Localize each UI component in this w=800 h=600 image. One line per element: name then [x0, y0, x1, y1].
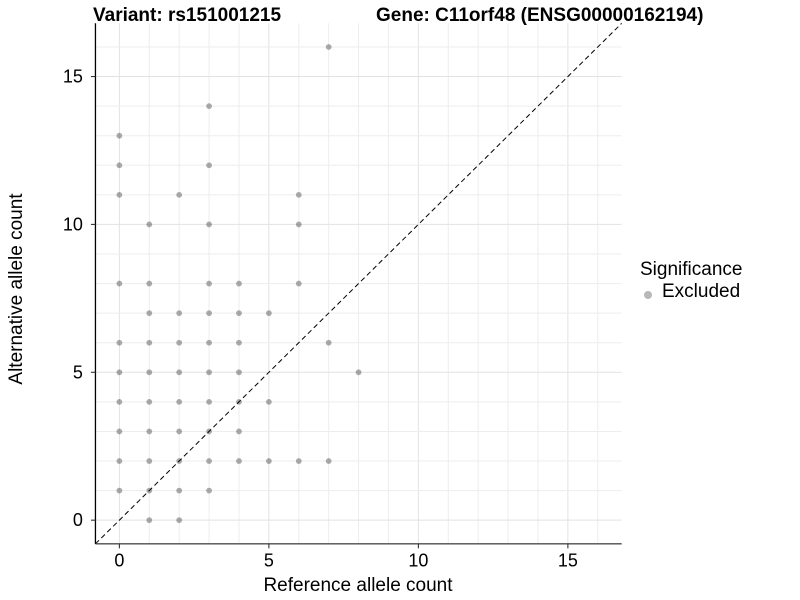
svg-text:0: 0 — [73, 510, 83, 530]
svg-text:5: 5 — [264, 550, 274, 570]
svg-text:5: 5 — [73, 362, 83, 382]
svg-text:10: 10 — [63, 214, 83, 234]
svg-text:0: 0 — [114, 550, 124, 570]
svg-text:15: 15 — [63, 67, 83, 87]
svg-text:15: 15 — [558, 550, 578, 570]
svg-text:10: 10 — [408, 550, 428, 570]
